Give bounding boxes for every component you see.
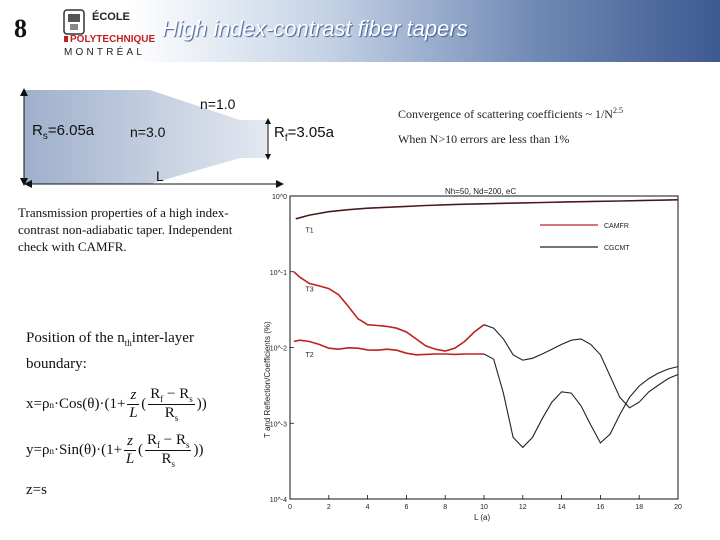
- z-equation: z=s: [26, 482, 47, 498]
- x-tick-label: 14: [558, 504, 566, 511]
- taper-core-shape: [24, 90, 268, 184]
- series-curves: [293, 199, 679, 449]
- position-heading: Position of the nthinter-layer: [26, 330, 194, 348]
- page-title: High index-contrast fiber tapers: [162, 16, 468, 41]
- arrow-right-icon: [276, 180, 284, 188]
- y-tick-label: 10^-1: [270, 270, 287, 277]
- length-label: L: [156, 168, 164, 184]
- axis-ticks: 0 2 4 6 8 10 12 14 16 18 20 10^0 10^-1 10^-2 10^-3 10^-…: [270, 194, 682, 511]
- x-tick-label: 12: [519, 504, 527, 511]
- y-axis-label: T and Reflection/Coefficients (%): [263, 321, 272, 438]
- x-tick-label: 10: [480, 504, 488, 511]
- rf-label: Rf=3.05a: [274, 124, 334, 144]
- y-tick-label: 10^-4: [270, 497, 287, 504]
- x-tick-label: 16: [597, 504, 605, 511]
- y-tick-label: 10^-2: [270, 346, 287, 353]
- convergence-note: Convergence of scattering coefficients ~…: [398, 106, 623, 121]
- series-line-camfr-t2: [293, 339, 484, 356]
- series-line-cgcmt-t3: [483, 324, 679, 409]
- curve-label: T2: [306, 352, 314, 359]
- chart-title: Nh=50, Nd=200, eC: [445, 188, 516, 196]
- accuracy-note: When N>10 errors are less than 1%: [398, 132, 570, 146]
- x-tick-label: 6: [404, 504, 408, 511]
- x-tick-label: 18: [635, 504, 643, 511]
- arrow-left-icon: [24, 180, 32, 188]
- logo-line-3: MONTRÉAL: [64, 45, 145, 58]
- logo-crest-icon: ÉCOLE POLYTECHNIQUE MONTRÉAL: [63, 9, 156, 58]
- x-tick-label: 8: [443, 504, 447, 511]
- x-tick-label: 0: [288, 504, 292, 511]
- school-logo: ÉCOLE POLYTECHNIQUE MONTRÉAL: [62, 6, 158, 58]
- core-index-label: n=3.0: [130, 124, 166, 140]
- series-line-cgcmt-t1: [295, 199, 679, 220]
- cladding-index-label: n=1.0: [200, 96, 236, 112]
- rs-label: Rs=6.05a: [32, 122, 95, 142]
- arrow-down-icon: [20, 178, 28, 186]
- arrow-up-icon: [20, 88, 28, 96]
- series-line-camfr-t3: [293, 271, 485, 352]
- transmission-chart: Nh=50, Nd=200, eC T and Reflection/Coeff…: [263, 188, 682, 522]
- curve-label: T3: [306, 286, 314, 293]
- header-bar: [0, 0, 720, 62]
- curve-label: T1: [306, 227, 314, 234]
- logo-line-1: ÉCOLE: [92, 10, 130, 23]
- taper-diagram: [20, 88, 284, 188]
- arrow-up-icon: [265, 118, 271, 124]
- x-tick-label: 4: [366, 504, 370, 511]
- x-axis-label: L (a): [474, 513, 490, 522]
- transmission-description: Transmission properties of a high index-…: [18, 205, 233, 254]
- curve-labels: T1 T3 T2: [306, 227, 314, 358]
- chart-legend: CAMFR CGCMT: [540, 223, 630, 252]
- y-tick-label: 10^0: [272, 194, 287, 201]
- x-tick-label: 2: [327, 504, 331, 511]
- legend-label: CGCMT: [604, 245, 630, 252]
- slide-number: 8: [14, 14, 27, 43]
- y-tick-label: 10^-3: [270, 421, 287, 428]
- position-heading-line2: boundary:: [26, 356, 87, 372]
- logo-line-2: POLYTECHNIQUE: [70, 34, 156, 45]
- x-tick-label: 20: [674, 504, 682, 511]
- series-line-cgcmt-t2: [483, 353, 679, 449]
- legend-label: CAMFR: [604, 223, 629, 230]
- arrow-down-icon: [265, 154, 271, 160]
